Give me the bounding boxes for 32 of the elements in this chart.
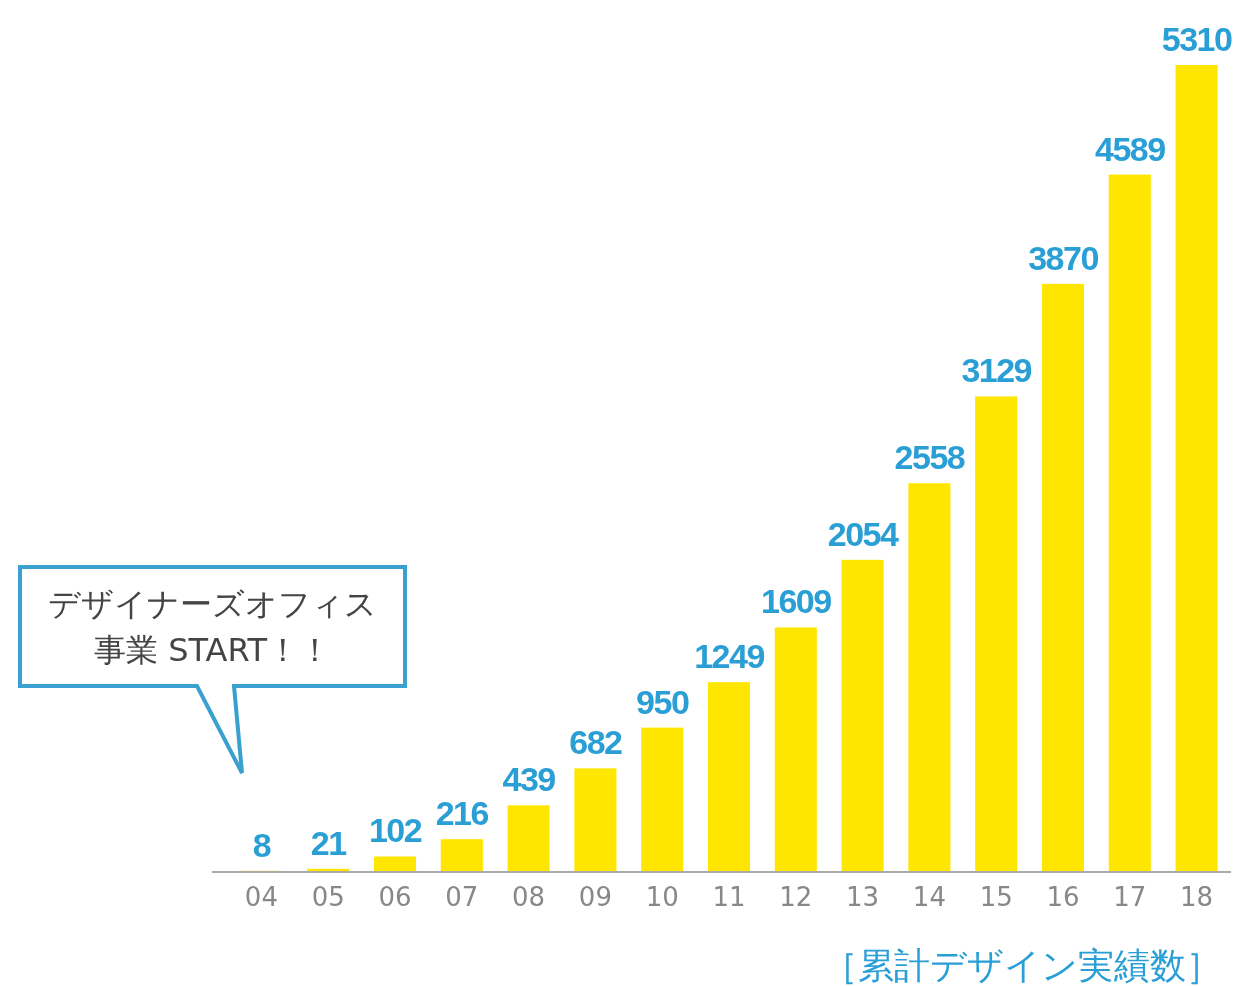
data-label: 439 — [502, 760, 556, 799]
data-label: 4589 — [1094, 129, 1166, 168]
data-label: 1609 — [760, 582, 832, 621]
data-label: 21 — [310, 823, 347, 862]
data-label: 682 — [569, 723, 623, 762]
x-tick-label: 09 — [578, 882, 612, 913]
x-tick-label: 13 — [846, 882, 880, 913]
data-label: 102 — [368, 811, 422, 850]
data-label: 3129 — [961, 351, 1032, 390]
data-label: 950 — [636, 682, 689, 721]
x-tick-label: 18 — [1180, 882, 1214, 913]
data-label: 8 — [252, 825, 271, 864]
data-label: 216 — [435, 794, 489, 833]
data-label: 2054 — [827, 514, 900, 553]
annotation: デザイナーズオフィス事業 START！！ — [48, 585, 377, 669]
x-tick-label: 07 — [445, 882, 479, 913]
x-tick-label: 15 — [979, 882, 1013, 913]
data-label: 5310 — [1161, 20, 1233, 58]
x-tick-label: 04 — [244, 882, 278, 913]
x-tick-label: 12 — [779, 882, 813, 913]
data-label: 2558 — [894, 438, 965, 477]
x-tick-label: 05 — [311, 882, 345, 913]
x-tick-label: 10 — [645, 882, 679, 913]
x-tick-label: 11 — [712, 882, 746, 913]
data-label: 3870 — [1028, 238, 1099, 277]
x-tick-label: 14 — [912, 882, 946, 913]
x-tick-label: 17 — [1113, 882, 1147, 913]
x-tick-label: 16 — [1046, 882, 1080, 913]
x-tick-label: 06 — [378, 882, 412, 913]
x-tick-label: 08 — [512, 882, 546, 913]
data-label: 1249 — [694, 637, 765, 676]
x-axis-title: ［累計デザイン実績数］ — [822, 945, 1222, 986]
